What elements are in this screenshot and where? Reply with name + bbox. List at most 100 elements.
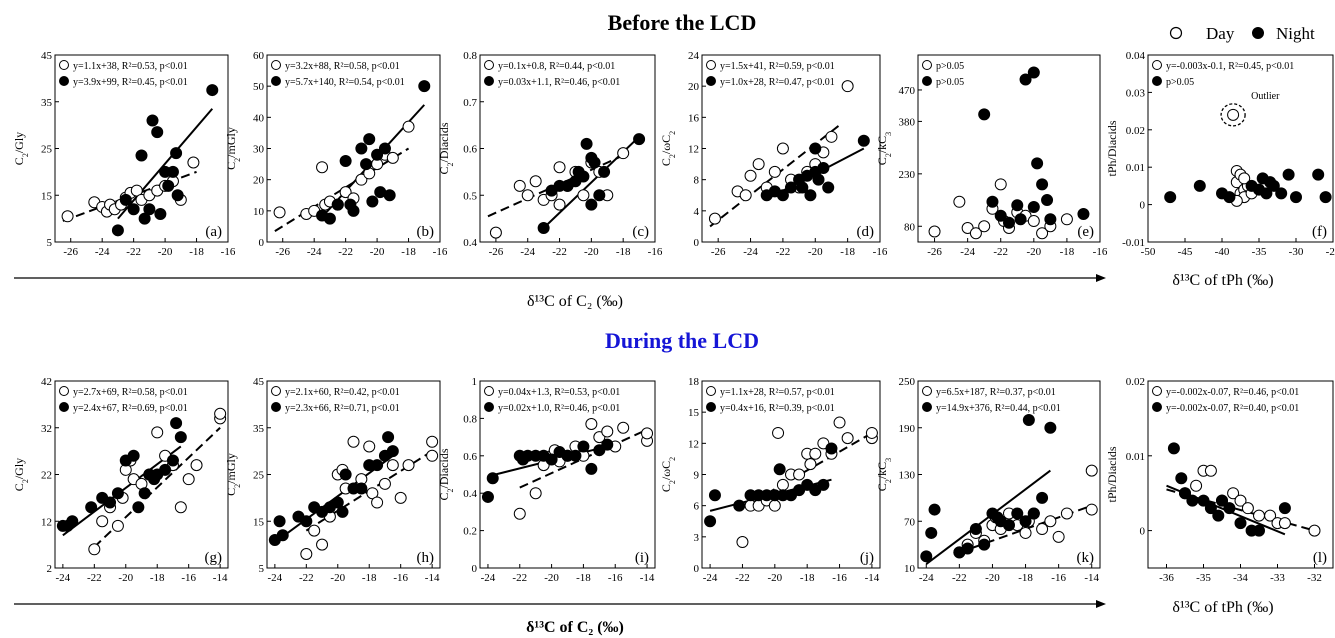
night-point	[1011, 199, 1024, 212]
day-point	[601, 425, 614, 438]
x-tick-label: -14	[425, 572, 440, 584]
y-tick-label: 30	[253, 144, 265, 156]
day-point	[776, 478, 789, 491]
day-point	[825, 130, 838, 143]
x-tick-label: -14	[640, 572, 655, 584]
night-point	[1319, 191, 1332, 204]
night-point	[331, 496, 344, 509]
x-tick-label: -24	[307, 246, 322, 258]
x-tick-label: -16	[393, 572, 408, 584]
night-point	[378, 142, 391, 155]
x-tick-label: -16	[873, 246, 888, 258]
day-point	[88, 543, 101, 556]
y-tick-label: 24	[688, 50, 700, 62]
y-tick-label: 0	[1140, 526, 1146, 538]
day-point	[1085, 503, 1098, 516]
legend-night-equation: y=14.9x+376, R²=0.44, p<0.01	[936, 403, 1061, 414]
night-fit-line	[117, 108, 214, 220]
legend-night-marker	[1152, 76, 1162, 86]
y-axis-label-h: C2/mGly	[224, 453, 242, 496]
night-point	[1212, 509, 1225, 522]
panel-label-b: (b)	[417, 224, 435, 240]
y-tick-label: 25	[41, 144, 53, 156]
x-tick-label: -16	[181, 572, 196, 584]
day-point	[214, 407, 227, 420]
night-point	[104, 496, 117, 509]
x-tick-label: -14	[865, 572, 880, 584]
y-tick-label: 0.5	[463, 190, 477, 202]
y-tick-label: 0.8	[463, 413, 477, 425]
night-point	[481, 490, 494, 503]
day-point	[969, 227, 982, 240]
legend-day-marker	[484, 386, 494, 396]
top-legend: Day Night	[1169, 24, 1315, 43]
legend-night-marker	[484, 76, 494, 86]
x-tick-label: -22	[512, 572, 527, 584]
panel-d: -26 -24 -22 -20 -18 -16 0 4 8 12 16 20 24 C2/ωC2 y=1.5…	[659, 50, 888, 258]
x-tick-label: -22	[952, 572, 967, 584]
x-tick-label: -24	[268, 572, 283, 584]
night-point	[1179, 487, 1191, 500]
night-point	[812, 173, 825, 186]
x-tick-label: -26	[927, 246, 942, 258]
night-point	[1036, 491, 1049, 504]
plot-frame-f	[1147, 54, 1334, 243]
x-tick-label: -20	[1026, 246, 1041, 258]
legend-night-marker	[484, 402, 494, 412]
day-point	[1036, 227, 1049, 240]
y-tick-label: 0.01	[1126, 451, 1145, 463]
x-tick-label: -14	[213, 572, 228, 584]
x-tick-label: -34	[1233, 572, 1248, 584]
y-tick-label: 15	[253, 516, 265, 528]
day-point	[363, 440, 376, 453]
panel-k: -24 -22 -20 -18 -16 -14 10 70 130 190 250 C2/kC3 y=6…	[875, 376, 1101, 584]
y-tick-label: 12	[41, 516, 52, 528]
y-tick-label: 3	[694, 532, 700, 544]
y-tick-label: 12	[688, 438, 699, 450]
legend-night-equation: y=2.3x+66, R²=0.71, p<0.01	[285, 403, 400, 414]
y-axis-label-l: tPh/Diacids	[1105, 446, 1119, 502]
x-tick-label: -22	[552, 246, 567, 258]
day-point	[489, 226, 502, 239]
legend-day-equation: y=0.04x+1.3, R²=0.53, p<0.01	[498, 387, 620, 398]
day-point	[308, 524, 321, 537]
night-point	[537, 221, 550, 234]
legend-day-equation: y=1.5x+41, R²=0.59, p<0.01	[720, 61, 835, 72]
y-tick-label: -0.01	[1122, 237, 1145, 249]
x-tick-label: -18	[576, 572, 591, 584]
night-point	[159, 463, 172, 476]
y-tick-label: 470	[899, 85, 916, 97]
y-axis-label-k: C2/kC3	[875, 458, 893, 491]
day-point	[953, 195, 966, 208]
y-tick-label: 0.02	[1126, 376, 1145, 388]
day-point	[1234, 494, 1247, 507]
night-point	[1019, 73, 1032, 86]
x-axis-label-c2-during: δ¹³C of C₂ (‰)	[526, 619, 624, 636]
day-point	[768, 165, 781, 178]
legend-day-marker	[271, 386, 281, 396]
night-point	[577, 440, 590, 453]
night-point	[1011, 507, 1024, 520]
night-point	[111, 487, 124, 500]
night-point	[355, 482, 368, 495]
day-point	[1227, 487, 1240, 500]
day-point	[529, 487, 542, 500]
day-point	[1060, 213, 1073, 226]
day-point	[809, 447, 822, 460]
day-point	[736, 536, 749, 549]
outlier-label: Outlier	[1251, 91, 1280, 102]
day-point	[174, 501, 187, 514]
day-point	[804, 458, 817, 471]
title-before-lcd: Before the LCD	[608, 10, 757, 35]
x-tick-label: -22	[126, 246, 141, 258]
day-point	[111, 519, 124, 532]
night-point	[978, 108, 991, 121]
night-point	[1044, 213, 1057, 226]
x-tick-label: -35	[1196, 572, 1211, 584]
day-point	[1085, 464, 1098, 477]
night-point	[969, 523, 982, 536]
night-point	[336, 505, 349, 518]
legend-day-equation: y=2.7x+69, R²=0.58, p<0.01	[73, 387, 188, 398]
night-point	[166, 454, 179, 467]
day-point	[833, 416, 846, 429]
